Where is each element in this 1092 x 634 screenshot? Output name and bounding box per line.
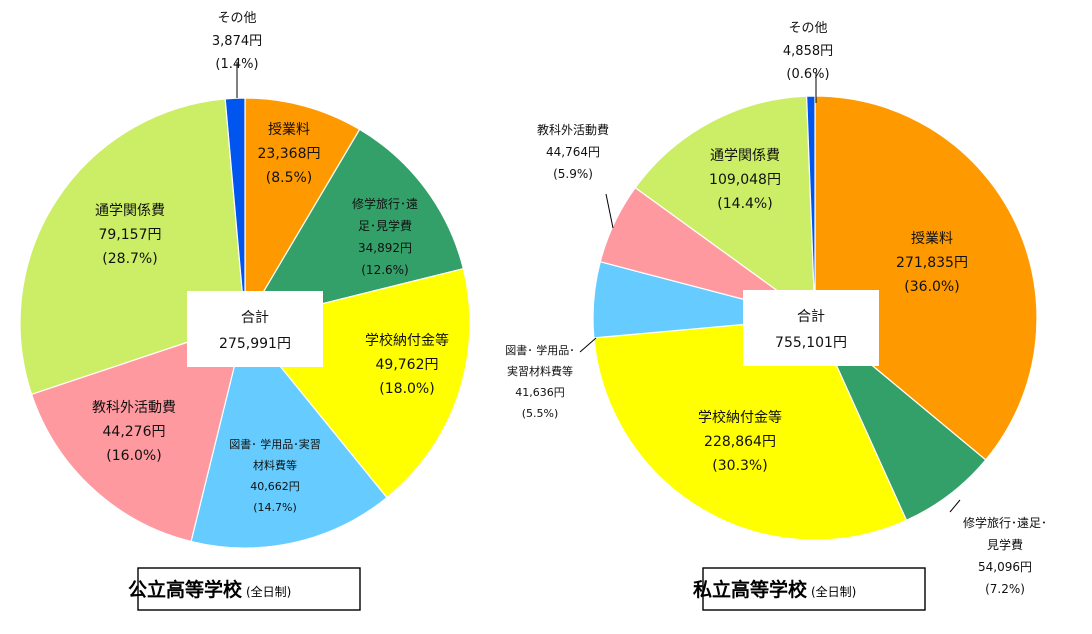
slice-label-0: 授業料 271,835円 (36.0%)	[896, 231, 968, 295]
total-value: 275,991円	[219, 336, 291, 352]
slice-name: 足･見学費	[358, 218, 412, 233]
slice-label-6: その他 4,858円 (0.6%)	[783, 21, 833, 82]
slice-percent: (5.5%)	[522, 407, 559, 420]
slice-name: 実習材料費等	[507, 364, 573, 378]
pie-slice-5	[634, 95, 816, 320]
total-box	[743, 290, 879, 366]
slice-label-2: 学校納付金等 228,864円 (30.3%)	[698, 409, 782, 474]
slice-percent: (7.2%)	[985, 582, 1025, 596]
slice-percent: (0.6%)	[786, 67, 829, 82]
slice-name: その他	[788, 21, 827, 36]
slice-label-0: 授業料 23,368円 (8.5%)	[258, 122, 321, 186]
slice-name: 図書･ 学用品･	[505, 343, 575, 357]
pie-slice-1	[243, 128, 465, 324]
slice-percent: (12.6%)	[361, 263, 408, 277]
slice-label-5: 通学関係費 79,157円 (28.7%)	[95, 203, 165, 267]
slice-name: 教科外活動費	[537, 122, 609, 137]
slice-percent: (16.0%)	[106, 448, 161, 464]
slice-name: 材料費等	[253, 458, 297, 472]
slice-amount: 23,368円	[258, 146, 321, 162]
slice-percent: (30.3%)	[712, 458, 767, 474]
slice-name: 学校納付金等	[365, 332, 449, 349]
slice-amount: 44,764円	[546, 145, 600, 159]
chart-title: 公立高等学校	[128, 578, 243, 601]
total-value: 755,101円	[775, 335, 847, 351]
slice-name: 学校納付金等	[698, 409, 782, 426]
total-label: 合計	[797, 309, 825, 325]
pie-slice-4	[30, 322, 246, 543]
slice-label-1: 修学旅行･遠足･見学費 34,892円 (12.6%)	[352, 196, 418, 277]
slice-label-3: 図書･ 学用品･実習材料費等 40,662円 (14.7%)	[229, 437, 321, 514]
pie-slice-6	[224, 97, 246, 324]
total-label: 合計	[241, 310, 269, 326]
slice-percent: (5.9%)	[553, 167, 593, 181]
slice-label-3: 図書･ 学用品･ 実習材料費等 41,636円 (5.5%)	[505, 343, 575, 420]
chart-subtitle: (全日制)	[811, 584, 856, 599]
leader-line	[579, 337, 597, 353]
slice-amount: 79,157円	[99, 227, 162, 243]
slice-amount: 34,892円	[358, 241, 412, 255]
slice-amount: 271,835円	[896, 255, 968, 271]
pie-chart-private: 授業料 271,835円 (36.0%) 修学旅行･遠足･ 見学費 54,096円 (7.2…	[505, 21, 1047, 611]
slice-percent: (14.7%)	[253, 501, 297, 514]
pie-slice-0	[244, 97, 361, 326]
slice-label-4: 教科外活動費 44,276円 (16.0%)	[92, 400, 176, 464]
slice-amount: 4,858円	[783, 44, 833, 59]
slice-name: 通学関係費	[95, 203, 165, 219]
slice-percent: (36.0%)	[904, 279, 959, 295]
slice-label-5: 通学関係費 109,048円 (14.4%)	[709, 148, 781, 212]
slice-name: 修学旅行･遠足･	[963, 515, 1047, 530]
pie-slice-1	[814, 317, 987, 522]
slice-name: 授業料	[911, 231, 953, 247]
slice-label-2: 学校納付金等 49,762円 (18.0%)	[365, 332, 449, 397]
slice-name: 通学関係費	[710, 148, 780, 164]
slice-amount: 228,864円	[704, 434, 776, 450]
slice-amount: 49,762円	[376, 357, 439, 373]
slice-name: 図書･ 学用品･実習	[229, 437, 321, 451]
slice-name: その他	[217, 11, 256, 26]
pie-slice-3	[190, 321, 388, 549]
pie-slice-2	[593, 317, 908, 541]
leader-line	[949, 499, 961, 513]
slice-label-4: 教科外活動費 44,764円 (5.9%)	[537, 122, 609, 181]
pie-slice-6	[805, 95, 816, 319]
leader-line	[605, 193, 614, 229]
total-box	[187, 291, 323, 367]
slice-percent: (14.4%)	[717, 196, 772, 212]
slice-name: 教科外活動費	[92, 400, 176, 416]
pie-slice-0	[814, 95, 1038, 461]
slice-amount: 40,662円	[250, 480, 300, 493]
slice-name: 見学費	[987, 537, 1023, 552]
chart-title-box	[137, 567, 361, 611]
slice-name: 修学旅行･遠	[352, 196, 418, 211]
chart-title: 私立高等学校	[693, 578, 808, 601]
slice-name: 授業料	[268, 122, 310, 138]
slice-label-1: 修学旅行･遠足･ 見学費 54,096円 (7.2%)	[963, 515, 1047, 596]
pie-chart-public: 授業料 23,368円 (8.5%) 修学旅行･遠足･見学費 34,892円 (12.6%…	[19, 11, 471, 611]
chart-title-box	[702, 567, 926, 611]
chart-subtitle: (全日制)	[246, 584, 291, 599]
slice-percent: (18.0%)	[379, 381, 434, 397]
slice-amount: 3,874円	[212, 34, 262, 49]
slice-amount: 41,636円	[515, 386, 565, 399]
slice-amount: 109,048円	[709, 172, 781, 188]
slice-amount: 44,276円	[103, 424, 166, 440]
slice-amount: 54,096円	[978, 560, 1032, 574]
slice-percent: (28.7%)	[102, 251, 157, 267]
slice-percent: (8.5%)	[266, 170, 313, 186]
